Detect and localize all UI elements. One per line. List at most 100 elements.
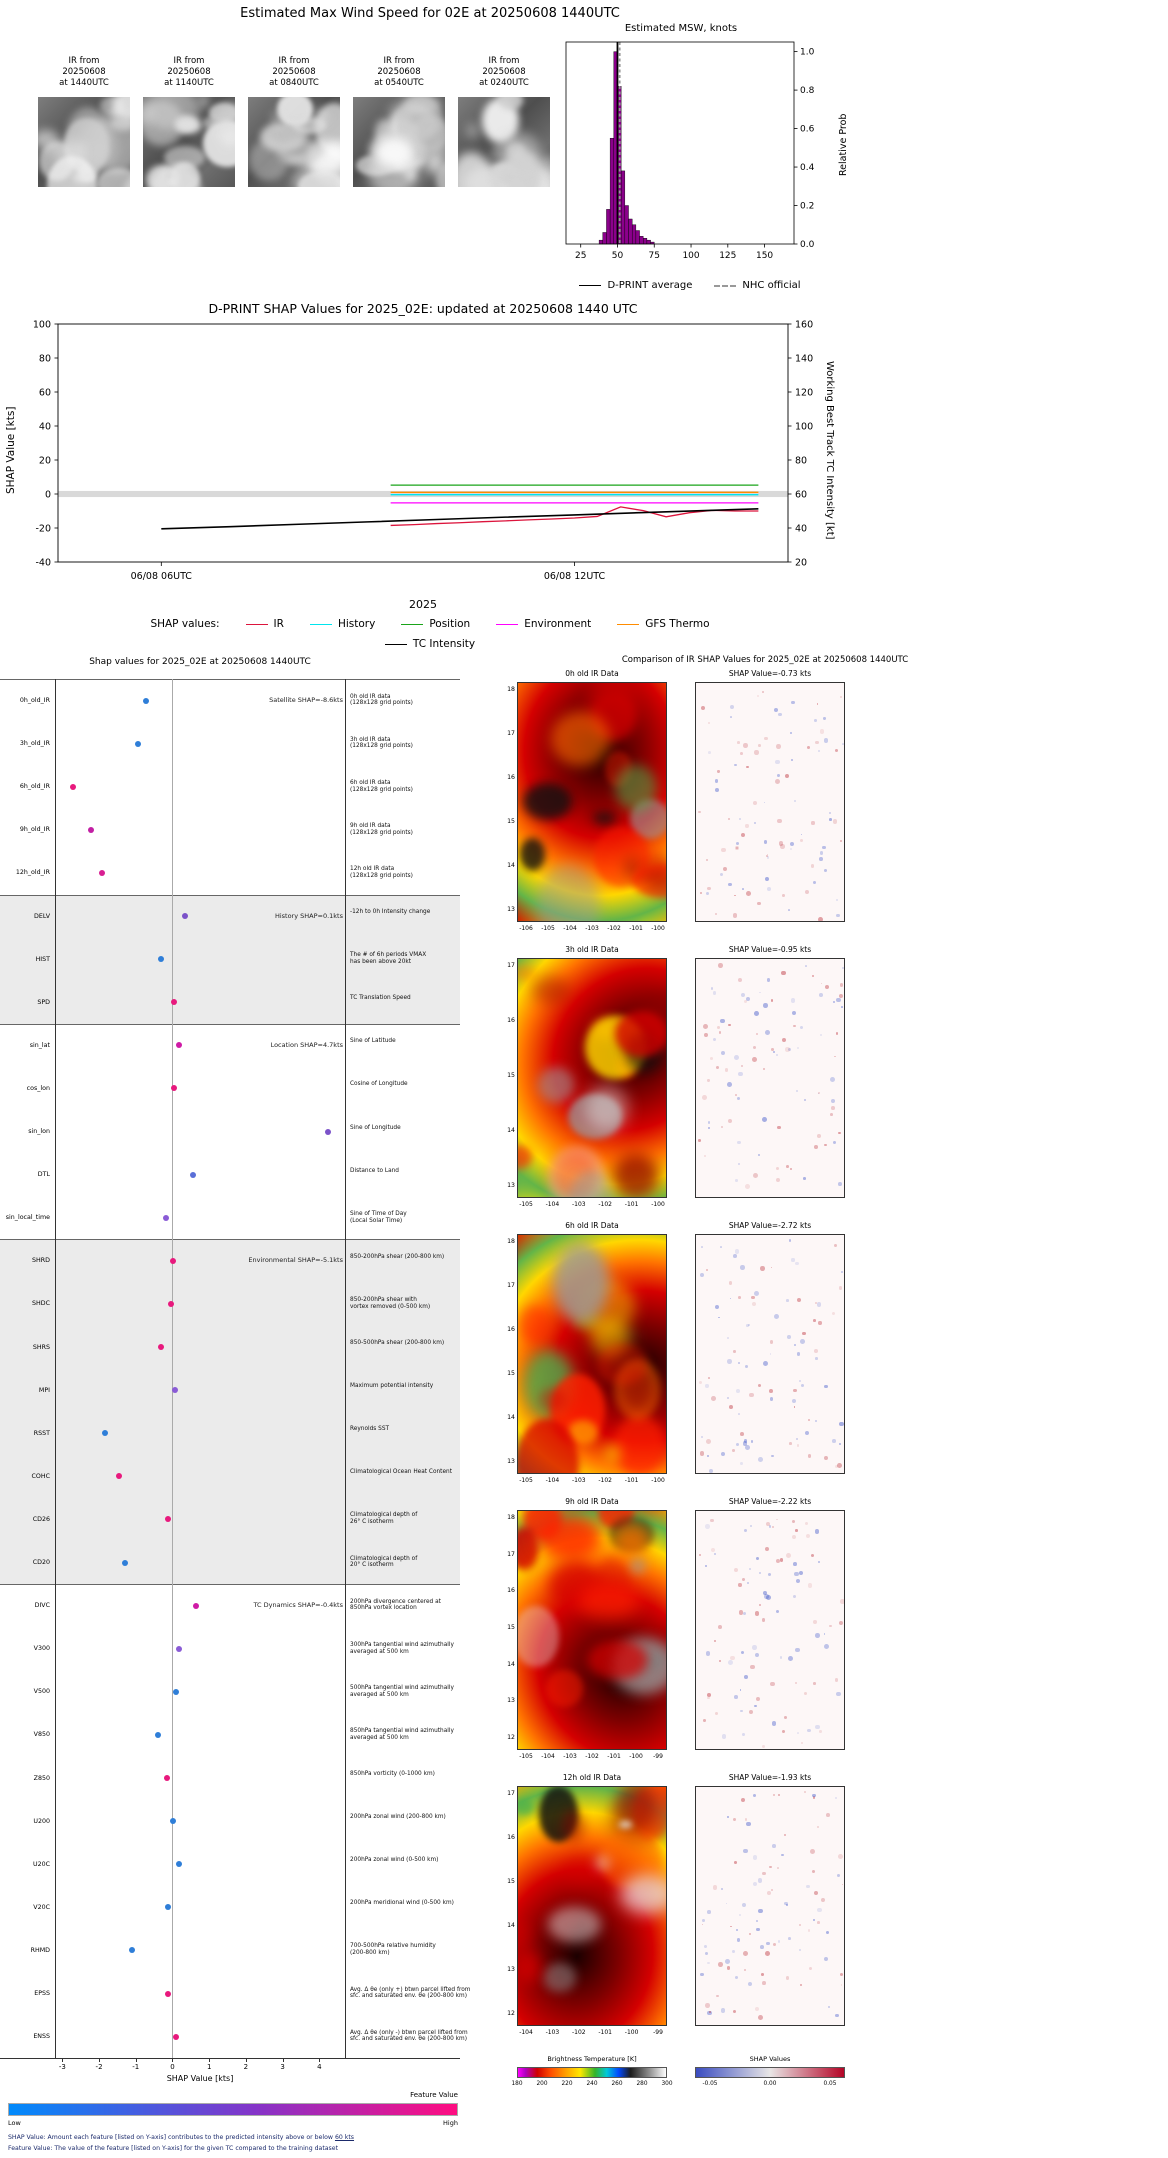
shap-speckle [706,1693,711,1697]
shap-speckle [715,779,719,783]
shap-speckle [808,1454,812,1458]
shap-speckle [741,1065,744,1068]
lon-tick-label: -100 [651,1477,665,1484]
feature-label: SHDC [32,1300,50,1308]
shap-dot [176,1042,183,1049]
shap-speckle [718,1031,722,1034]
shap-speckle [806,1534,811,1539]
lon-tick-label: -103 [571,1201,586,1208]
lat-tick-label: 14 [507,1660,515,1668]
shap-speckle [784,773,790,779]
ir-blob [547,1906,601,1943]
shap-speckle [706,858,709,861]
shap-speckle [729,1925,732,1928]
shap-speckle [783,1715,787,1719]
shap-speckle [758,1603,762,1607]
shap-speckle [763,1067,766,1070]
ir-thumbnail-label-line: 20250608 [62,67,106,77]
ir-blob [532,975,569,1004]
line-swatch [309,623,332,625]
shap-speckle [710,1518,714,1522]
legend-label: TC Intensity [412,638,476,650]
shap-speckle [746,765,750,769]
shap-dot [158,1344,165,1351]
shap-speckle [785,1047,790,1052]
ir-shap-comparison: Comparison of IR SHAP Values for 2025_02… [505,655,1168,2158]
shap-speckle [774,707,779,712]
shap-speckle [817,1921,820,1924]
feature-description: Climatological depth of 26° C isotherm [350,1512,418,1526]
shap-speckle [775,743,781,749]
shap-speckle [761,1973,764,1976]
shap-speckle [765,1522,770,1527]
shap-speckle [839,840,842,843]
shap-speckle [737,1140,741,1145]
shap-speckle [800,833,803,836]
ir-blob [586,1639,649,1681]
ir-blob [518,1920,532,1953]
feature-description: 850hPa vorticity (0-1000 km) [350,1771,435,1778]
shap-speckle [750,1440,754,1443]
shap-speckle [742,1732,746,1736]
feature-label: CD26 [32,1515,50,1523]
shap-speckle [742,1440,748,1446]
ir-thumbnail: IR from 20250608 at 1140UTC [143,56,235,187]
feature-description: Distance to Land [350,1167,399,1174]
shap-speckle [825,1930,830,1934]
comparison-title: Comparison of IR SHAP Values for 2025_02… [621,655,909,665]
x-tick-mark [62,2058,64,2063]
shap-speckle [725,1902,728,1905]
bt-cb-tick-label: 180 [511,2081,523,2087]
shap-speckle [822,845,826,850]
ir-thumbnail: IR from 20250608 at 1440UTC [38,56,130,187]
shap-speckle [740,1265,745,1270]
x-tick-mark [99,2058,101,2063]
shap-feature-group: Environmental SHAP=-5.1kts [0,1239,460,1585]
feature-description: 850hPa tangential wind azimuthally avera… [350,1727,454,1741]
line-swatch [401,623,424,625]
shap-speckle [779,1656,782,1659]
shap-speckle [751,1295,755,1300]
shap-speckle [730,1655,735,1661]
shap-speckle [734,894,736,897]
ir-thumbnail-label-line: at 0540UTC [374,78,424,88]
lon-tick-label: -102 [585,1753,599,1760]
right-tick-label: 20 [795,558,807,569]
shap-dot [69,783,76,790]
shap-speckle [769,1340,774,1344]
shap-speckle [720,1246,723,1249]
shap-speckle [789,1442,792,1445]
shap-speckle [752,1855,758,1860]
shap-speckle [737,1938,741,1942]
shap-dot [176,1645,183,1652]
right-tick-label: 120 [795,388,813,399]
shap-footnote: SHAP Value: Amount each feature [listed … [8,2134,488,2141]
bt-cb-tick-label: 280 [636,2081,648,2087]
group-shap-label: History SHAP=0.1kts [274,911,343,920]
feature-label: sin_lon [28,1128,50,1135]
shap-speckle [729,1297,732,1300]
shap-speckle [710,1056,713,1060]
colorbar-low-label: Low [8,2119,21,2127]
shap-speckle [762,1745,766,1749]
lon-tick-label: -101 [624,1477,639,1484]
x-tick-mark [135,2058,137,2063]
shap-speckle [741,1902,747,1908]
lon-tick-label: -99 [653,1753,663,1760]
shap-speckle [698,1380,702,1384]
shap-speckle [753,1704,757,1708]
shap-speckle [754,1010,759,1016]
shap-speckle [736,741,740,744]
lat-tick-label: 14 [507,1127,515,1134]
shap-speckle [826,1813,831,1817]
x-tick-mark [172,2058,174,2063]
feature-label: CD20 [32,1559,50,1566]
shap-speckle [793,1562,797,1566]
shap-speckle [763,1003,768,1008]
shap-speckle [710,987,714,991]
shap-speckle [796,1732,799,1735]
histogram-ylabel: Relative Prob [838,113,849,177]
shap-speckle [705,1439,711,1444]
shap-speckle [738,1296,742,1299]
shap-speckle [769,1397,774,1401]
